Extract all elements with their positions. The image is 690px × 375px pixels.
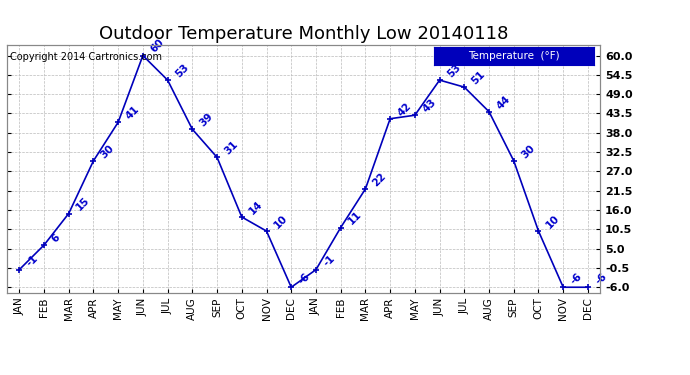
Text: 53: 53 xyxy=(173,62,190,80)
Text: 31: 31 xyxy=(223,139,240,157)
Title: Outdoor Temperature Monthly Low 20140118: Outdoor Temperature Monthly Low 20140118 xyxy=(99,26,509,44)
Text: 41: 41 xyxy=(124,104,141,122)
Text: 6: 6 xyxy=(50,232,61,244)
Text: -6: -6 xyxy=(297,271,312,286)
Text: Copyright 2014 Cartronics.com: Copyright 2014 Cartronics.com xyxy=(10,53,162,62)
Text: 15: 15 xyxy=(75,195,92,213)
Text: 39: 39 xyxy=(198,111,215,129)
Text: 51: 51 xyxy=(470,69,487,86)
Text: -1: -1 xyxy=(25,254,40,269)
Text: -6: -6 xyxy=(593,271,609,286)
Text: 42: 42 xyxy=(395,100,413,118)
Text: 10: 10 xyxy=(272,213,289,230)
Text: 14: 14 xyxy=(247,199,265,216)
Text: 53: 53 xyxy=(445,62,462,80)
Text: 30: 30 xyxy=(520,143,537,160)
Text: 44: 44 xyxy=(495,93,512,111)
Text: 10: 10 xyxy=(544,213,562,230)
Text: 43: 43 xyxy=(420,97,438,114)
Text: 30: 30 xyxy=(99,143,117,160)
Text: 11: 11 xyxy=(346,210,364,227)
Text: -6: -6 xyxy=(569,271,584,286)
Text: 22: 22 xyxy=(371,171,388,188)
Text: -1: -1 xyxy=(322,254,337,269)
Text: 60: 60 xyxy=(148,38,166,55)
